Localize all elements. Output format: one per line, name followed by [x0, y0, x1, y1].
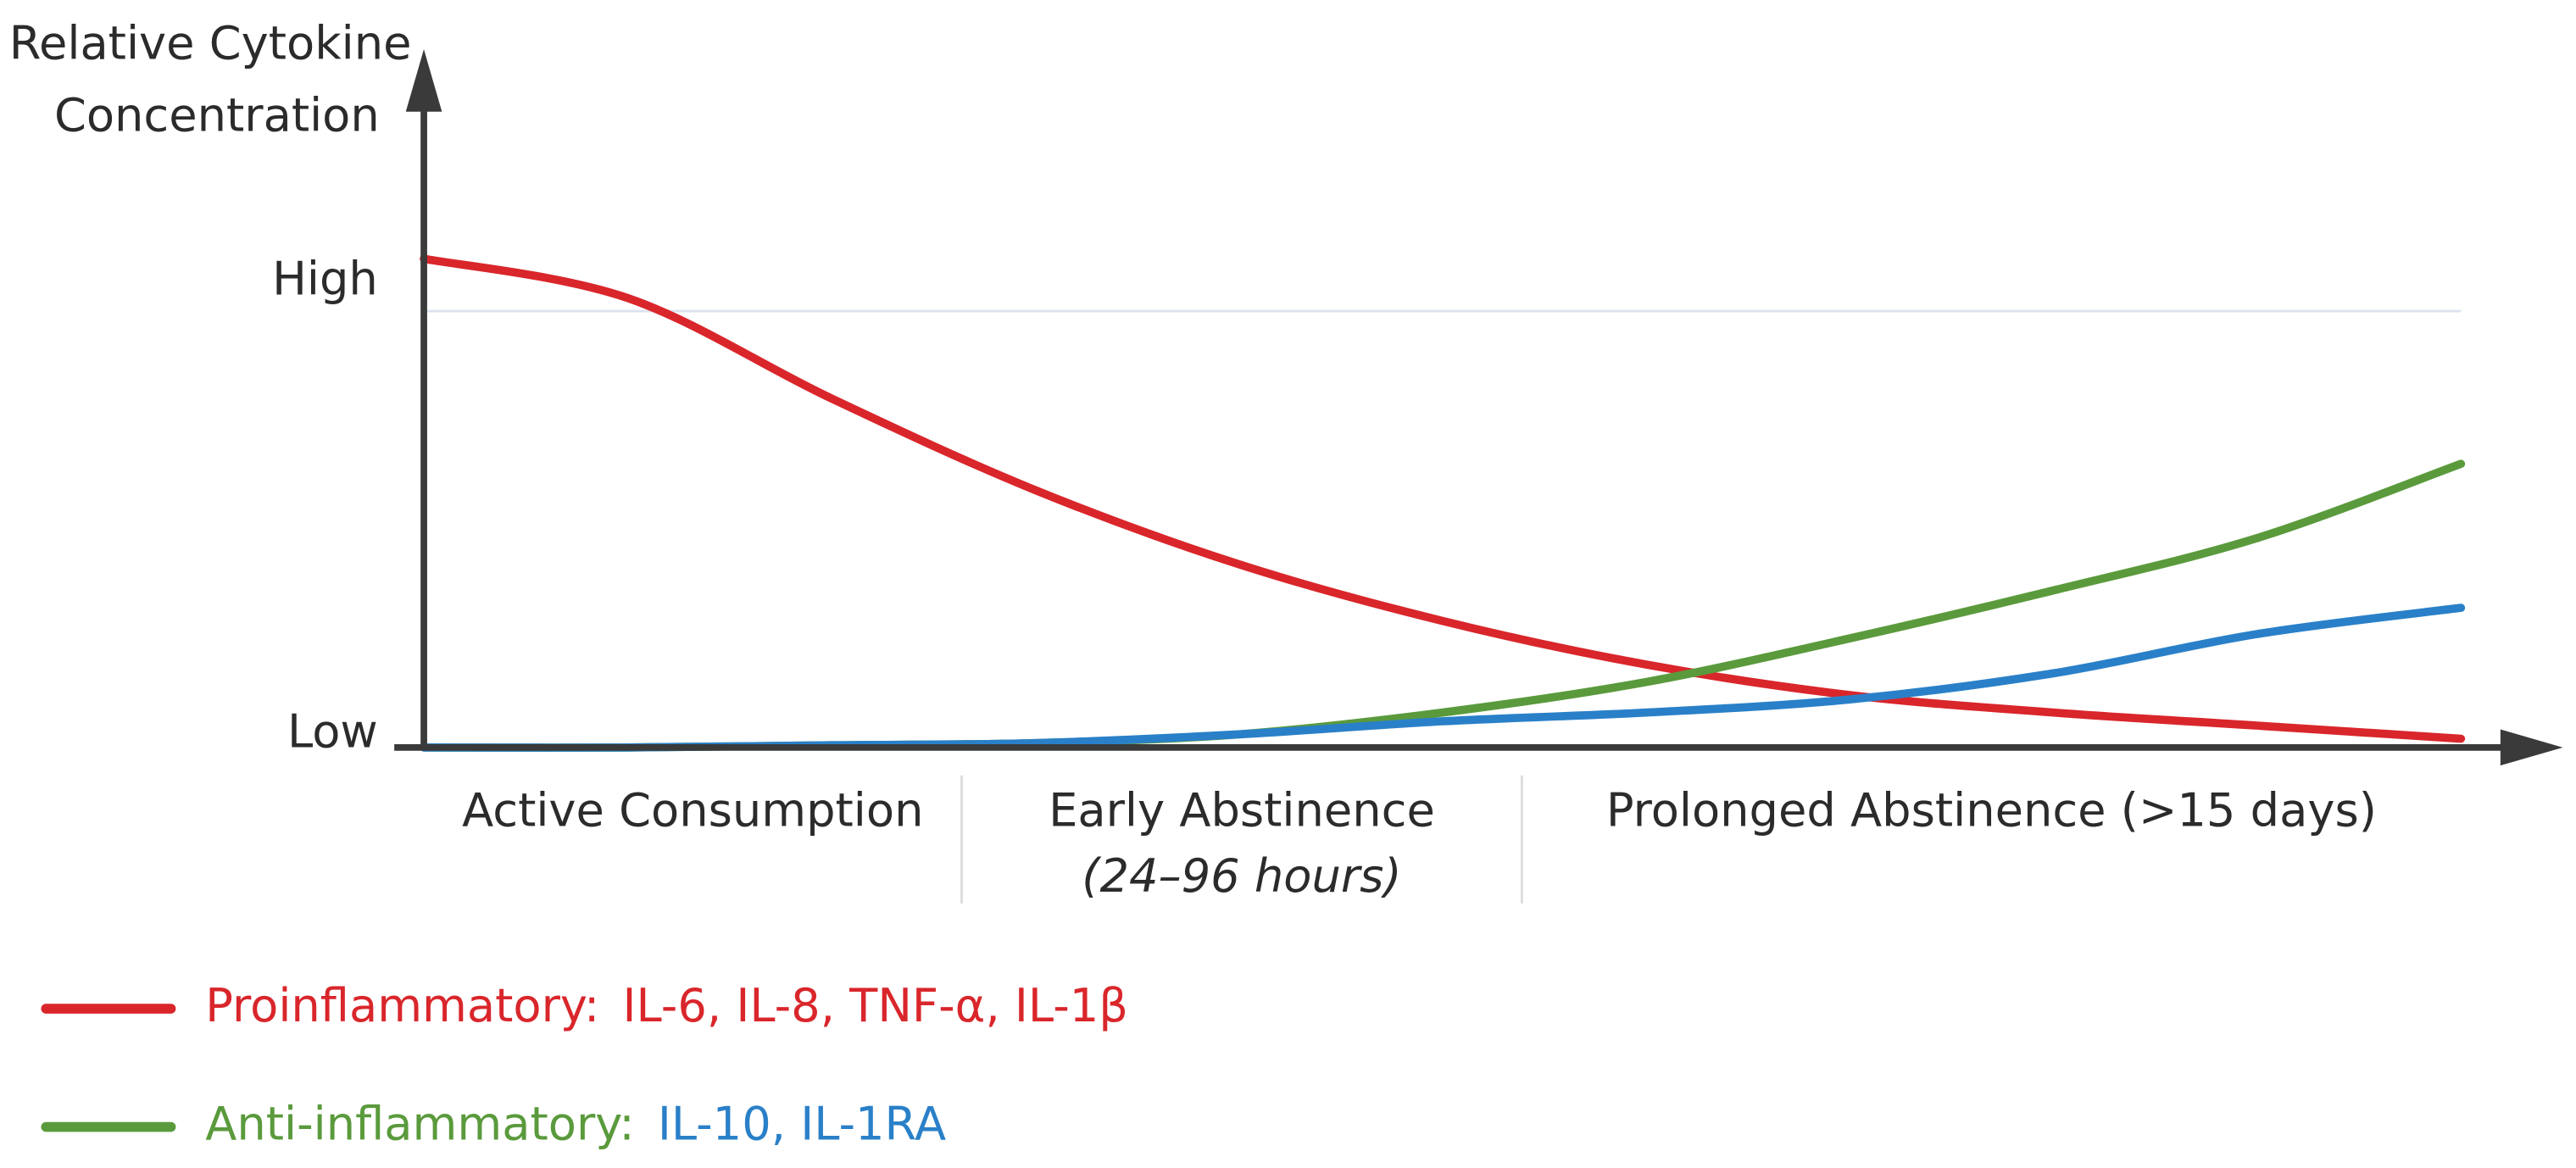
legend-label: Anti-inflammatory:	[205, 1098, 634, 1151]
phase-sublabel: (24–96 hours)	[1082, 849, 1401, 903]
legend-entry: Proinflammatory: IL-6, IL-8, TNF-α, IL-1β	[205, 979, 1128, 1032]
line-series	[420, 254, 2466, 743]
line-series	[420, 603, 2466, 752]
line-series	[420, 459, 2466, 752]
y-axis-title: Concentration	[54, 89, 380, 142]
y-axis-title: Relative Cytokine	[9, 16, 412, 70]
y-tick-label: Low	[287, 704, 378, 758]
y-axis-arrow	[405, 49, 442, 112]
legend-items: IL-6, IL-8, TNF-α, IL-1β	[622, 979, 1127, 1032]
legend-entry: Anti-inflammatory: IL-10, IL-1RA	[205, 1098, 946, 1151]
phase-label: Early Abstinence	[1049, 783, 1435, 837]
legend-label: Proinflammatory:	[205, 979, 599, 1032]
phase-label: Prolonged Abstinence (>15 days)	[1606, 783, 2377, 837]
x-axis-arrow	[2500, 729, 2563, 766]
y-tick-label: High	[272, 252, 378, 305]
phase-label: Active Consumption	[462, 783, 923, 837]
legend-items: IL-10, IL-1RA	[658, 1098, 946, 1151]
